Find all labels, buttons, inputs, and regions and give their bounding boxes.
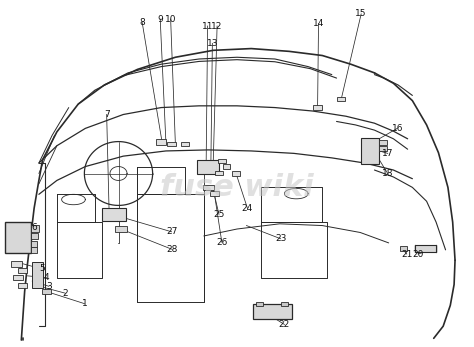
Bar xyxy=(218,159,226,163)
Bar xyxy=(31,247,37,253)
Text: 1: 1 xyxy=(82,299,87,308)
Text: 22: 22 xyxy=(279,320,290,329)
Text: 7: 7 xyxy=(104,110,109,119)
Text: 24: 24 xyxy=(242,204,253,213)
Bar xyxy=(232,171,240,176)
Bar xyxy=(361,138,379,164)
Bar xyxy=(256,302,263,306)
Text: 23: 23 xyxy=(275,234,286,243)
Text: 25: 25 xyxy=(213,210,225,219)
Text: 4: 4 xyxy=(44,273,49,282)
Bar xyxy=(31,241,37,247)
Bar xyxy=(5,222,31,253)
Bar xyxy=(415,245,436,252)
Text: 14: 14 xyxy=(313,19,324,28)
Text: 8: 8 xyxy=(139,18,145,27)
Bar xyxy=(223,164,230,169)
Bar xyxy=(32,262,43,288)
Text: fuse wiki: fuse wiki xyxy=(160,173,314,202)
Text: 28: 28 xyxy=(166,245,177,254)
Text: 11: 11 xyxy=(202,22,213,31)
Bar xyxy=(337,97,345,101)
Bar xyxy=(210,192,219,196)
Bar xyxy=(181,142,189,146)
Bar xyxy=(156,139,166,145)
Text: 9: 9 xyxy=(157,15,163,24)
Text: 16: 16 xyxy=(392,124,403,133)
Bar xyxy=(379,140,387,144)
Bar xyxy=(253,304,292,319)
Bar xyxy=(42,289,51,294)
Text: 21: 21 xyxy=(401,249,412,259)
Bar xyxy=(31,225,39,232)
Text: 26: 26 xyxy=(216,238,228,247)
Bar xyxy=(18,283,27,288)
Text: 27: 27 xyxy=(166,227,177,236)
Text: 18: 18 xyxy=(382,169,393,178)
Text: 12: 12 xyxy=(211,22,223,31)
Bar xyxy=(203,185,214,190)
Text: 15: 15 xyxy=(356,9,367,18)
Text: 13: 13 xyxy=(207,39,218,48)
Text: 20: 20 xyxy=(412,249,424,259)
Bar xyxy=(18,268,27,273)
Bar xyxy=(31,233,38,239)
Text: 5: 5 xyxy=(39,264,45,273)
Bar xyxy=(115,226,127,232)
Bar xyxy=(281,302,288,306)
Bar xyxy=(215,171,223,175)
Bar xyxy=(400,246,407,251)
Bar xyxy=(313,105,322,110)
Text: 2: 2 xyxy=(63,289,68,298)
Bar xyxy=(197,160,219,174)
Bar xyxy=(13,275,23,280)
Text: 17: 17 xyxy=(382,149,393,158)
Text: 3: 3 xyxy=(46,282,52,291)
Bar xyxy=(167,142,176,146)
Bar xyxy=(11,261,22,267)
Text: 10: 10 xyxy=(165,15,176,24)
Bar xyxy=(102,208,126,221)
Text: 6: 6 xyxy=(31,223,37,232)
Bar xyxy=(379,146,387,151)
